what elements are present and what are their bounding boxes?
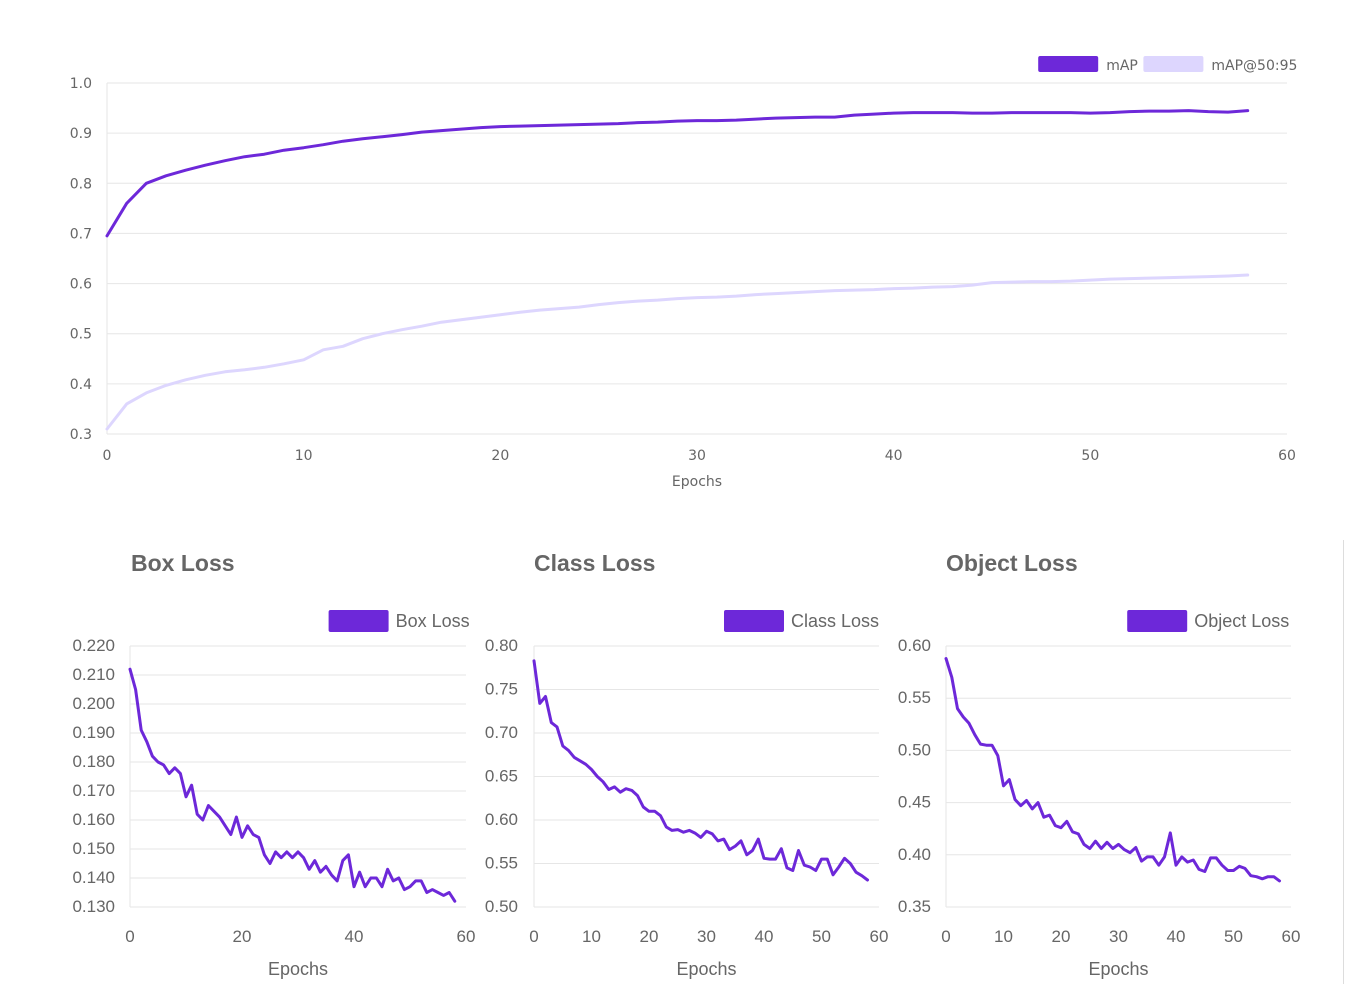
y-tick-label: 0.65 [485,767,518,786]
x-tick-label: 40 [755,927,774,946]
x-tick-label: 0 [103,448,112,464]
y-tick-label: 0.6 [70,277,92,293]
y-tick-label: 0.210 [72,665,115,684]
box-loss-title: Box Loss [131,550,235,576]
object-loss-title: Object Loss [946,550,1078,576]
y-tick-label: 0.40 [898,845,931,864]
x-tick-label: 50 [812,927,831,946]
divider-line [1343,540,1344,984]
y-tick-label: 0.180 [72,752,115,771]
legend-swatch [1038,56,1099,72]
y-tick-label: 0.75 [485,680,518,699]
x-tick-label: 60 [457,927,476,946]
x-tick-label: 0 [125,927,134,946]
y-tick-label: 0.200 [72,694,115,713]
x-tick-label: 0 [529,927,538,946]
x-tick-label: 60 [870,927,889,946]
x-tick-label: 0 [941,927,950,946]
x-axis-label: Epochs [676,959,736,979]
y-tick-label: 0.3 [70,427,92,443]
y-tick-label: 0.50 [898,740,931,759]
legend-label: mAP@50:95 [1211,58,1297,74]
y-tick-label: 0.50 [485,897,518,916]
legend-label: Object Loss [1194,611,1289,631]
x-tick-label: 10 [994,927,1013,946]
legend-swatch [1143,56,1204,72]
legend-swatch [724,610,784,632]
x-tick-label: 60 [1282,927,1301,946]
x-tick-label: 60 [1278,448,1296,464]
y-tick-label: 1.0 [70,76,92,92]
x-tick-label: 50 [1224,927,1243,946]
x-tick-label: 40 [345,927,364,946]
y-tick-label: 0.220 [72,636,115,655]
y-tick-label: 0.80 [485,636,518,655]
y-tick-label: 0.35 [898,897,931,916]
y-tick-label: 0.7 [70,226,92,242]
y-tick-label: 0.140 [72,868,115,887]
legend-swatch [1127,610,1188,632]
y-tick-label: 0.4 [70,377,92,393]
y-tick-label: 0.150 [72,839,115,858]
x-axis-label: Epochs [672,474,722,490]
y-tick-label: 0.160 [72,810,115,829]
y-tick-label: 0.9 [70,126,92,142]
legend-label: Box Loss [396,611,470,631]
x-tick-label: 10 [295,448,313,464]
x-tick-label: 30 [1109,927,1128,946]
legend-label: mAP [1106,58,1138,74]
legend-label: Class Loss [791,611,879,631]
y-tick-label: 0.55 [898,688,931,707]
x-tick-label: 20 [1052,927,1071,946]
y-tick-label: 0.45 [898,793,931,812]
y-tick-label: 0.8 [70,176,92,192]
x-tick-label: 40 [1167,927,1186,946]
y-tick-label: 0.55 [485,854,518,873]
x-axis-label: Epochs [1088,959,1148,979]
y-tick-label: 0.60 [485,810,518,829]
x-tick-label: 20 [491,448,509,464]
x-tick-label: 30 [688,448,706,464]
y-tick-label: 0.170 [72,781,115,800]
y-tick-label: 0.130 [72,897,115,916]
y-tick-label: 0.190 [72,723,115,742]
x-tick-label: 20 [640,927,659,946]
x-tick-label: 50 [1081,448,1099,464]
y-tick-label: 0.60 [898,636,931,655]
y-tick-label: 0.5 [70,327,92,343]
x-tick-label: 20 [233,927,252,946]
x-tick-label: 30 [697,927,716,946]
series-line-0 [944,657,1281,883]
y-tick-label: 0.70 [485,723,518,742]
series-line-1 [105,273,1250,431]
x-tick-label: 10 [582,927,601,946]
x-tick-label: 40 [885,448,903,464]
class-loss-title: Class Loss [534,550,656,576]
series-line-0 [105,109,1250,238]
legend-swatch [328,610,389,632]
series-line-0 [128,667,457,903]
series-line-0 [532,659,869,882]
x-axis-label: Epochs [268,959,328,979]
